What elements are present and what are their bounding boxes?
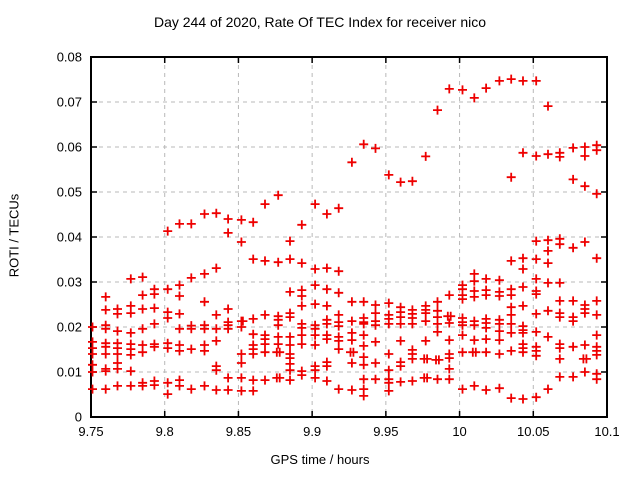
y-tick-label: 0.05 <box>57 185 82 200</box>
y-tick-label: 0.04 <box>57 230 82 245</box>
y-tick-label: 0.03 <box>57 275 82 290</box>
chart-title: Day 244 of 2020, Rate Of TEC Index for r… <box>153 14 487 30</box>
x-tick-label: 9.75 <box>78 424 103 439</box>
x-tick-label: 9.95 <box>373 424 398 439</box>
y-tick-label: 0.01 <box>57 365 82 380</box>
x-tick-label: 9.85 <box>226 424 251 439</box>
y-tick-label: 0 <box>75 410 82 425</box>
x-tick-label: 9.9 <box>303 424 321 439</box>
x-tick-label: 9.8 <box>156 424 174 439</box>
y-tick-label: 0.06 <box>57 140 82 155</box>
y-tick-label: 0.02 <box>57 320 82 335</box>
x-tick-label: 10.1 <box>594 424 619 439</box>
x-axis-label: GPS time / hours <box>270 452 370 467</box>
x-tick-label: 10 <box>452 424 466 439</box>
scatter-points <box>88 74 602 404</box>
x-tick-label: 10.05 <box>517 424 550 439</box>
y-tick-label: 0.08 <box>57 50 82 65</box>
y-tick-label: 0.07 <box>57 95 82 110</box>
